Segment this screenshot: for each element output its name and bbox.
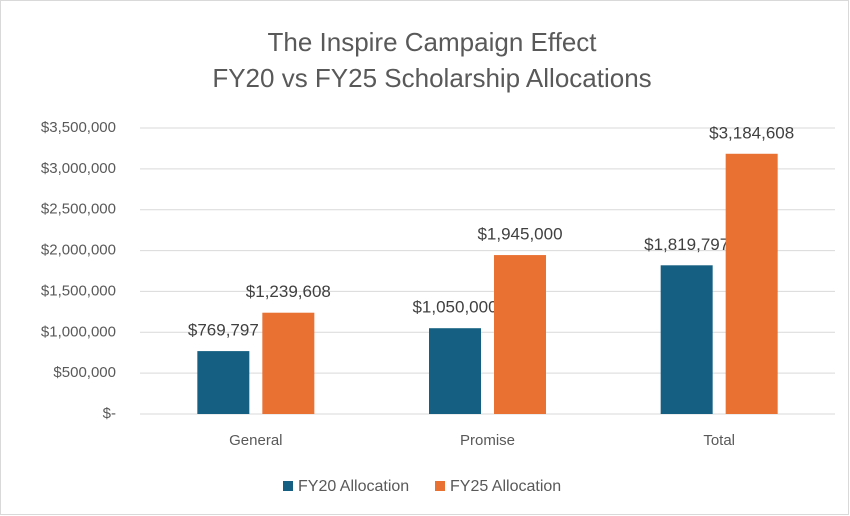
y-tick-label: $2,000,000: [41, 242, 116, 259]
value-label: $769,797: [188, 321, 259, 340]
chart-title: FY20 vs FY25 Scholarship Allocations: [212, 63, 651, 93]
bar: [660, 265, 713, 414]
legend-label: FY20 Allocation: [298, 478, 409, 495]
x-tick-label: General: [229, 432, 282, 449]
bar: [494, 255, 546, 414]
bar: [262, 312, 315, 414]
y-tick-label: $-: [103, 405, 116, 422]
y-tick-label: $3,000,000: [41, 160, 116, 177]
legend-label: FY25 Allocation: [450, 478, 561, 495]
y-tick-label: $3,500,000: [41, 119, 116, 136]
value-label: $1,819,797: [644, 235, 729, 254]
y-tick-label: $1,500,000: [41, 282, 116, 299]
x-tick-label: Promise: [460, 432, 515, 449]
y-tick-label: $1,000,000: [41, 323, 116, 340]
bar: [429, 328, 481, 414]
x-tick-label: Total: [703, 432, 735, 449]
legend-swatch: [435, 481, 445, 491]
y-tick-label: $500,000: [53, 364, 116, 381]
legend-swatch: [283, 481, 293, 491]
bar: [725, 153, 778, 414]
chart-title: The Inspire Campaign Effect: [267, 27, 597, 57]
value-label: $1,050,000: [412, 298, 497, 317]
value-label: $1,945,000: [477, 225, 562, 244]
value-label: $1,239,608: [246, 282, 331, 301]
value-label: $3,184,608: [709, 123, 794, 142]
bar: [197, 351, 250, 414]
y-tick-label: $2,500,000: [41, 201, 116, 218]
